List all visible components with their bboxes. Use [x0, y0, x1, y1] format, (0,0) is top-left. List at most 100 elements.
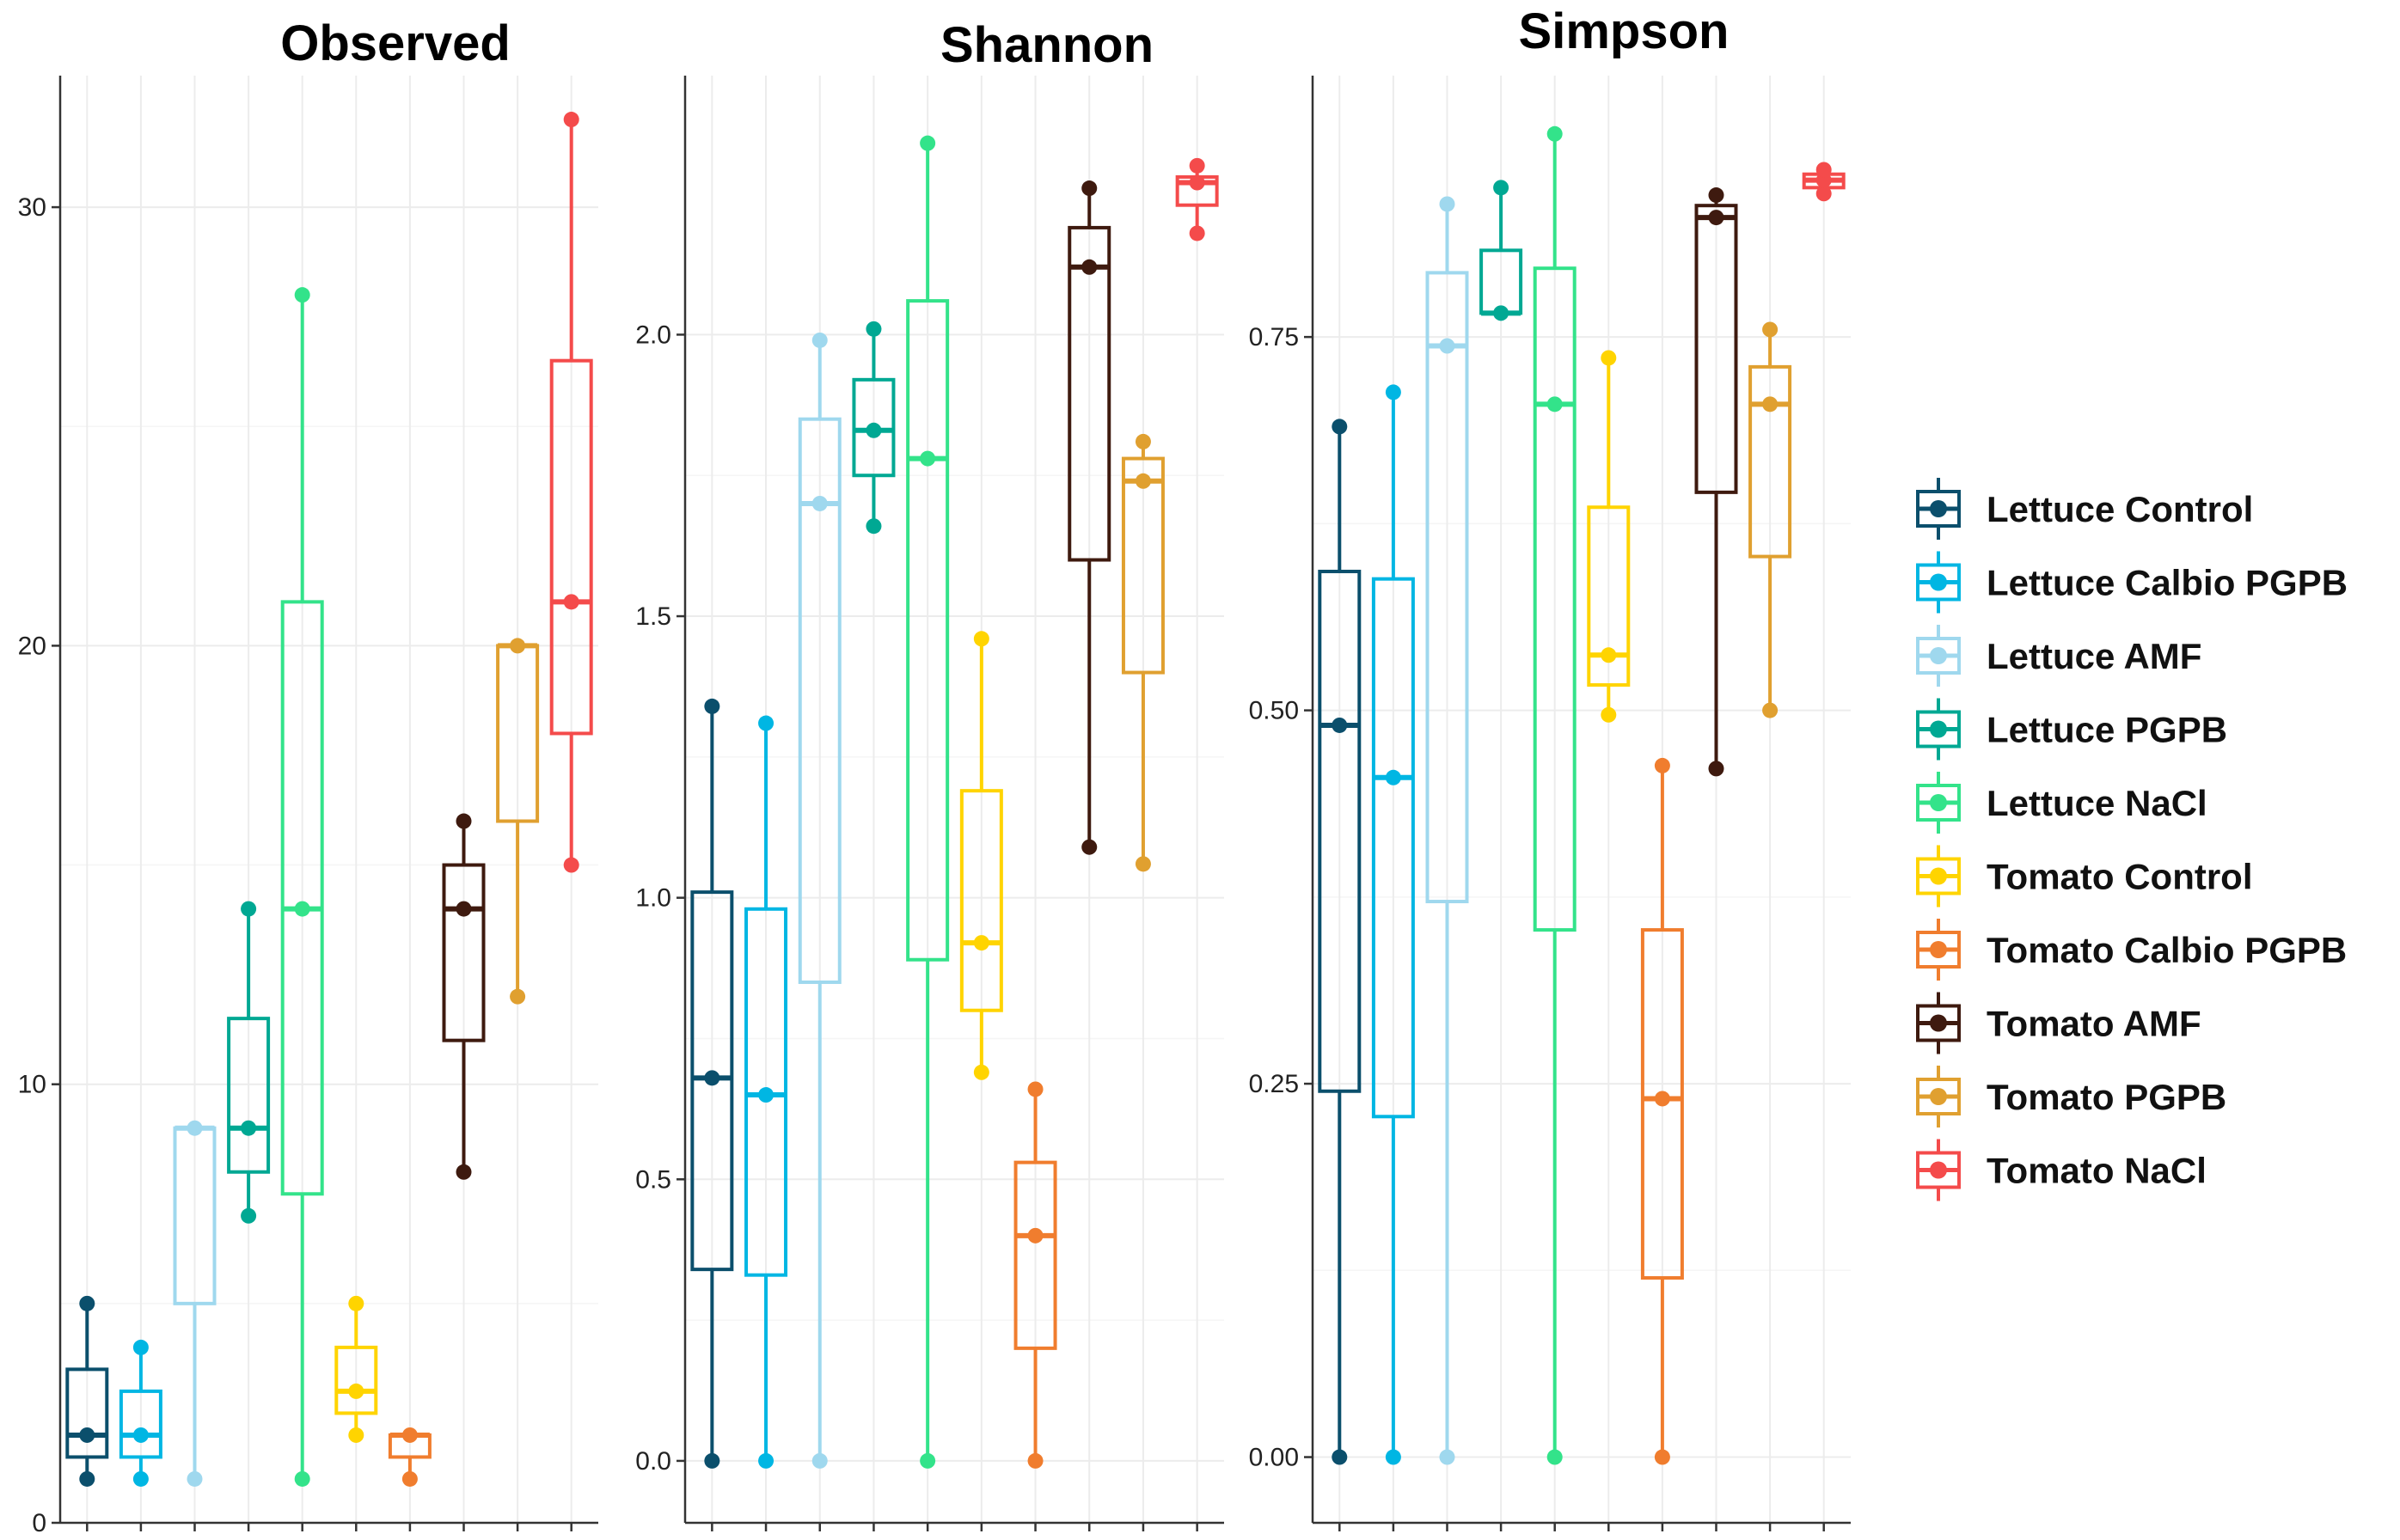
data-point — [187, 1120, 203, 1136]
data-point — [1027, 1452, 1044, 1469]
box-iqr — [1013, 1160, 1057, 1350]
data-point — [811, 332, 828, 348]
data-point — [1493, 305, 1509, 321]
y-tick-label: 0.00 — [1249, 1444, 1299, 1472]
data-point — [973, 631, 989, 647]
data-point — [704, 698, 720, 714]
panel-observed: 0 10 20 30 Observed — [18, 15, 598, 1537]
box-tomato-nacl — [1175, 157, 1219, 241]
data-point — [294, 1470, 310, 1487]
box-lettuce-pgpb — [1479, 180, 1523, 321]
box-tomato-pgpb — [1748, 321, 1792, 718]
box-tomato-control — [334, 1295, 378, 1443]
box-iqr — [119, 1389, 162, 1459]
data-point — [187, 1470, 203, 1487]
legend-label: Tomato AMF — [1987, 1004, 2201, 1044]
panel-shannon: 0.0 0.5 1.0 1.5 2.0 Shannon — [635, 17, 1224, 1531]
legend-label: Lettuce AMF — [1987, 636, 2201, 676]
box-iqr — [227, 1017, 271, 1174]
legend-item-lettuce-calbio-pgpb: Lettuce Calbio PGPB — [1916, 551, 2348, 614]
box-iqr — [1694, 204, 1738, 494]
box-iqr — [1533, 266, 1577, 932]
data-point — [704, 1070, 720, 1086]
box-tomato-calbio-pgpb — [1013, 1081, 1057, 1469]
data-point — [1762, 396, 1779, 412]
box-lettuce-calbio-pgpb — [1371, 384, 1415, 1465]
box-lettuce-pgpb — [852, 321, 896, 535]
box-tomato-control — [1587, 350, 1631, 723]
panel-title: Simpson — [1519, 3, 1730, 59]
data-point — [563, 594, 579, 610]
data-point — [1189, 225, 1205, 241]
data-point — [1654, 1449, 1670, 1465]
box-iqr — [1371, 577, 1415, 1119]
box-iqr — [959, 789, 1003, 1012]
data-point — [563, 857, 579, 873]
data-point — [294, 901, 310, 917]
data-point — [1332, 1449, 1348, 1465]
data-point — [1439, 338, 1455, 354]
legend-item-tomato-calbio-pgpb: Tomato Calbio PGPB — [1916, 919, 2347, 981]
legend-item-lettuce-pgpb: Lettuce PGPB — [1916, 698, 2227, 761]
y-tick-label: 0.50 — [1249, 697, 1299, 725]
data-point — [132, 1427, 149, 1443]
legend-key-point — [1930, 1161, 1947, 1179]
data-point — [1081, 839, 1098, 855]
data-point — [758, 715, 774, 731]
box-lettuce-amf — [798, 332, 842, 1469]
y-tick-label: 30 — [18, 193, 46, 222]
data-point — [1601, 706, 1617, 723]
y-tick-label: 0.25 — [1249, 1070, 1299, 1098]
data-point — [1546, 396, 1563, 412]
legend-item-lettuce-amf: Lettuce AMF — [1916, 625, 2201, 687]
box-lettuce-amf — [173, 1120, 217, 1487]
data-point — [920, 450, 936, 467]
data-point — [811, 1452, 828, 1469]
box-iqr — [1068, 225, 1111, 562]
box-tomato-calbio-pgpb — [388, 1427, 432, 1487]
data-point — [1762, 702, 1779, 718]
box-lettuce-nacl — [906, 135, 950, 1469]
box-tomato-amf — [442, 813, 486, 1180]
data-point — [1332, 717, 1348, 733]
data-point — [1654, 1091, 1670, 1107]
box-iqr — [549, 358, 593, 736]
legend-key-point — [1930, 941, 1947, 958]
data-point — [1081, 259, 1098, 275]
box-iqr — [280, 600, 324, 1196]
box-lettuce-calbio-pgpb — [119, 1339, 162, 1487]
data-point — [1815, 186, 1832, 202]
data-point — [294, 287, 310, 303]
box-iqr — [798, 417, 842, 984]
legend-label: Lettuce Control — [1987, 489, 2253, 529]
data-point — [866, 422, 882, 438]
data-point — [1601, 350, 1617, 366]
data-point — [1081, 180, 1098, 197]
box-iqr — [1587, 505, 1631, 688]
data-point — [1189, 157, 1205, 174]
y-tick-label: 0 — [32, 1509, 46, 1537]
data-point — [241, 1207, 257, 1224]
panel-simpson: 0.00 0.25 0.50 0.75 Simpson — [1249, 3, 1851, 1531]
box-tomato-pgpb — [1121, 433, 1165, 872]
legend-key-point — [1930, 500, 1947, 517]
data-point — [132, 1470, 149, 1487]
legend-key-point — [1930, 720, 1947, 738]
box-tomato-amf — [1068, 180, 1111, 855]
box-lettuce-pgpb — [227, 901, 271, 1224]
box-lettuce-nacl — [1533, 125, 1577, 1465]
data-point — [510, 638, 526, 654]
legend-item-tomato-pgpb: Tomato PGPB — [1916, 1066, 2226, 1128]
legend-label: Lettuce NaCl — [1987, 783, 2207, 823]
legend-label: Tomato Calbio PGPB — [1987, 930, 2347, 970]
box-lettuce-amf — [1425, 196, 1469, 1465]
data-point — [1135, 856, 1151, 872]
data-point — [1762, 321, 1779, 338]
y-tick-label: 10 — [18, 1071, 46, 1099]
data-point — [1385, 769, 1401, 785]
data-point — [866, 321, 882, 337]
legend-key-point — [1930, 647, 1947, 664]
box-tomato-amf — [1694, 187, 1738, 777]
data-point — [456, 813, 472, 829]
data-point — [401, 1470, 418, 1487]
